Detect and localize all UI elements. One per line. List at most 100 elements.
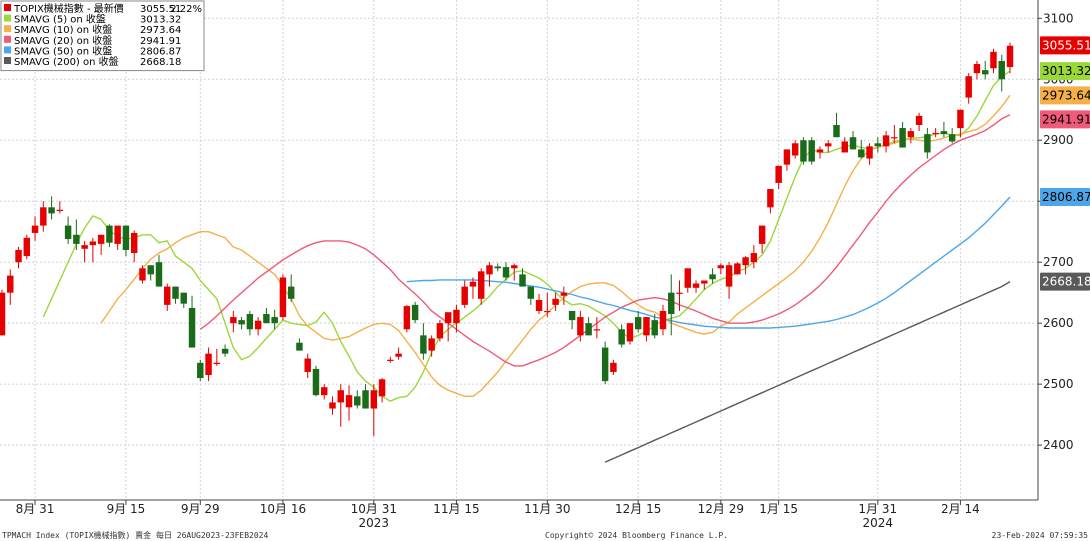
- legend-value: 2668.18: [140, 57, 181, 68]
- candle: [511, 263, 518, 281]
- candle-body: [0, 292, 6, 336]
- value-tag: 2806.87: [1040, 188, 1090, 207]
- candle-body: [139, 268, 146, 281]
- ma-line: [604, 281, 1011, 463]
- candle-body: [221, 348, 229, 354]
- candle: [469, 277, 477, 299]
- candle-body: [213, 362, 221, 365]
- candle: [428, 335, 435, 357]
- candle: [56, 201, 64, 214]
- value-tag-text: 2806.87: [1042, 190, 1090, 204]
- value-tag-text: 2973.64: [1042, 88, 1090, 102]
- candle: [940, 121, 948, 138]
- candle-body: [858, 149, 865, 158]
- candle: [742, 256, 749, 275]
- candle: [155, 254, 163, 287]
- candle: [0, 289, 6, 336]
- candle-body: [618, 329, 625, 345]
- y-tick-label: 2600: [1043, 316, 1074, 330]
- candle-body: [684, 268, 691, 288]
- candle: [221, 344, 229, 357]
- value-tag: 2668.18: [1040, 272, 1090, 291]
- candle: [345, 385, 353, 421]
- candle-body: [130, 232, 138, 254]
- legend-label: SMAVG (5) on 收盤: [14, 13, 106, 26]
- candle-body: [816, 149, 824, 153]
- candle-body: [981, 70, 989, 75]
- candle: [304, 353, 311, 379]
- candle-body: [453, 309, 460, 324]
- footer: TPMACH Index (TOPIX機械指數) 賣金 每日 26AUG2023…: [2, 530, 1088, 540]
- candle: [180, 292, 187, 308]
- candle: [899, 121, 906, 148]
- candle-body: [254, 320, 262, 330]
- candle-body: [577, 317, 584, 336]
- value-tag: 3013.32: [1040, 62, 1090, 81]
- candle: [31, 216, 39, 241]
- candle: [73, 219, 80, 250]
- candle: [618, 324, 625, 348]
- y-tick-label: 3100: [1043, 11, 1074, 25]
- candle: [610, 359, 617, 375]
- candle: [238, 317, 245, 330]
- moving-average-lines: [42, 70, 1011, 463]
- candle: [403, 304, 411, 333]
- candle-body: [643, 317, 650, 336]
- candle-body: [147, 265, 154, 275]
- candle-body: [742, 257, 749, 266]
- candle: [973, 60, 981, 80]
- candle-body: [180, 292, 187, 304]
- candle: [767, 189, 774, 214]
- legend-value: 2806.87: [140, 46, 181, 57]
- candle-body: [849, 137, 857, 150]
- candle-body: [477, 271, 485, 299]
- candle-body: [882, 135, 890, 147]
- candle: [825, 140, 832, 153]
- candle: [800, 137, 807, 165]
- candle-body: [758, 225, 766, 244]
- candle-body: [345, 395, 353, 408]
- footer-center: Copyright© 2024 Bloomberg Finance L.P.: [545, 531, 728, 540]
- candle-body: [750, 253, 758, 263]
- candle-body: [866, 146, 873, 159]
- candle-body: [1006, 45, 1014, 68]
- candle-body: [634, 317, 642, 330]
- candle: [329, 396, 336, 415]
- candle-body: [304, 358, 311, 372]
- candle-body: [519, 274, 526, 287]
- candle-body: [444, 312, 452, 324]
- candle: [1006, 42, 1014, 74]
- candle: [7, 269, 14, 305]
- candle-body: [568, 310, 576, 321]
- candle-body: [998, 60, 1005, 80]
- candle-body: [891, 137, 898, 139]
- candle: [585, 317, 592, 336]
- candle: [378, 378, 386, 403]
- candle: [717, 263, 725, 275]
- legend: TOPIX機械指數 - 最新價 3055.512.22% SMAVG (5) on …: [0, 0, 205, 72]
- candle: [544, 292, 551, 318]
- candle: [147, 265, 154, 281]
- candle: [519, 268, 526, 287]
- candle: [684, 268, 691, 293]
- candle: [601, 341, 609, 385]
- x-tick-label: 11月 30: [524, 502, 570, 516]
- candle: [420, 323, 427, 360]
- candle: [213, 348, 221, 366]
- candle-body: [329, 402, 336, 409]
- candle: [651, 314, 658, 339]
- candle: [48, 196, 55, 220]
- candle: [882, 131, 890, 153]
- candle-body: [725, 265, 733, 287]
- candle-body: [990, 51, 997, 69]
- candle: [477, 268, 485, 305]
- value-tag-bg: [1040, 62, 1090, 81]
- candle-body: [362, 390, 369, 409]
- candle: [948, 128, 956, 144]
- candle: [676, 280, 683, 311]
- candle: [188, 295, 196, 348]
- legend-label: SMAVG (20) on 收盤: [14, 34, 112, 47]
- candle-body: [263, 314, 270, 324]
- candle-body: [97, 234, 105, 244]
- candle: [287, 274, 295, 302]
